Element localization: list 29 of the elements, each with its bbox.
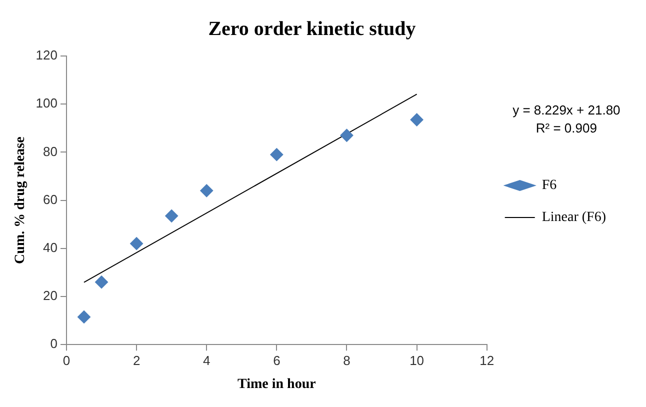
- y-axis-title: Cum. % drug release: [13, 136, 28, 264]
- x-tick-label: 6: [273, 352, 280, 368]
- x-axis-title: Time in hour: [238, 377, 316, 392]
- point: [270, 148, 284, 162]
- y-tick-label: 80: [43, 144, 58, 159]
- x-tick-label: 10: [410, 352, 424, 368]
- x-tick-label: 12: [480, 352, 494, 368]
- text: y = 8.229x + 21.80: [512, 102, 620, 118]
- point: [200, 184, 214, 198]
- point: [340, 128, 354, 142]
- chart-title: Zero order kinetic study: [208, 18, 416, 40]
- y-tick-label: 120: [36, 48, 58, 63]
- point: [130, 237, 144, 250]
- x-tick-label: 2: [132, 352, 140, 368]
- point: [410, 113, 424, 126]
- x-tick-label: 4: [202, 352, 210, 368]
- point: [78, 310, 91, 324]
- x-tick-label: 8: [343, 352, 350, 368]
- legend-label: F6: [542, 178, 557, 194]
- text: R² = 0.909: [536, 120, 597, 136]
- x-tick-label: 0: [62, 352, 70, 368]
- y-tick-label: 100: [36, 96, 58, 111]
- y-tick-label: 20: [43, 288, 58, 304]
- y-tick-label: 0: [50, 336, 58, 352]
- y-tick-label: 60: [43, 192, 58, 207]
- point: [165, 209, 178, 222]
- point: [95, 276, 108, 289]
- legend-label: Linear (F6): [542, 210, 606, 226]
- y-tick-label: 40: [43, 240, 58, 255]
